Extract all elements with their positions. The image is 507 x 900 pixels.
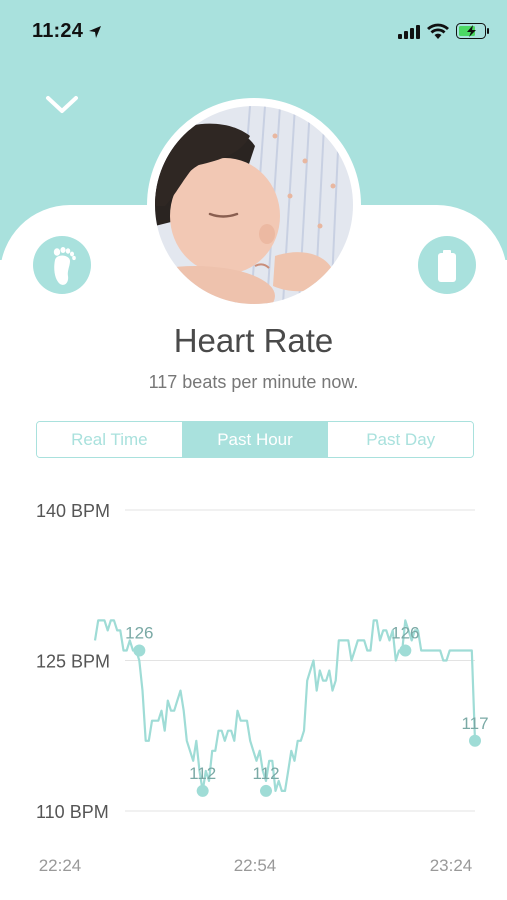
battery-icon [438,250,456,282]
data-label: 126 [125,623,153,642]
data-point [260,784,272,797]
cellular-signal-icon [398,25,420,39]
x-axis-label: 22:24 [39,856,82,875]
heart-rate-line [93,619,477,792]
avatar [155,106,353,304]
data-label: 126 [391,623,419,642]
status-time: 11:24 [32,20,84,42]
baby-photo [155,106,353,304]
time-range-selector: Real Time Past Hour Past Day [36,421,474,458]
data-point [469,734,481,747]
data-point [196,784,209,797]
battery-button[interactable] [418,236,476,294]
heart-rate-chart: 140 BPM 125 BPM 110 BPM 22:24 22:54 23:24 126 1… [36,501,489,875]
data-label: 112 [252,764,279,783]
battery-status-icon [456,23,489,39]
y-axis-label: 140 BPM [36,501,110,521]
heart-rate-summary: 117 beats per minute now. [148,372,359,392]
data-label: 112 [189,764,216,783]
status-bar: 11:24 [0,0,507,60]
data-point [133,644,146,657]
tab-real-time[interactable]: Real Time [37,422,182,457]
footprint-icon [53,247,76,285]
y-axis-label: 125 BPM [36,652,110,672]
y-axis-label: 110 BPM [36,802,109,822]
content-card [0,205,507,900]
x-axis-label: 23:24 [430,856,473,875]
wifi-icon [427,23,449,39]
data-point [399,644,412,657]
tab-past-hour[interactable]: Past Hour [181,422,328,457]
x-axis-label: 22:54 [234,856,277,875]
chevron-down-icon[interactable] [44,92,80,116]
location-arrow-icon [89,26,101,38]
footprint-button[interactable] [33,236,91,294]
data-label: 117 [461,714,488,733]
tab-past-day[interactable]: Past Day [327,422,473,457]
page-title: Heart Rate [173,322,334,359]
